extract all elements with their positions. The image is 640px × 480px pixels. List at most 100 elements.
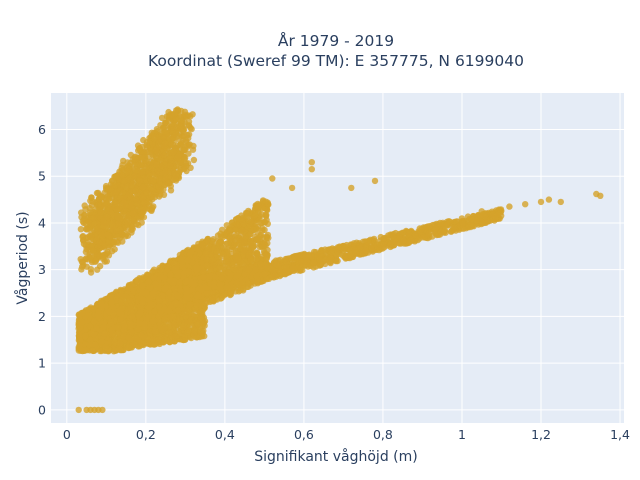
data-point [171,175,179,182]
data-point [181,319,189,326]
data-point [161,324,168,331]
data-point [166,277,173,284]
data-point [129,223,136,231]
data-point [155,303,163,310]
data-point [136,320,143,327]
data-point [96,262,104,270]
data-point [131,172,138,179]
data-point [76,337,84,344]
data-point [79,233,86,241]
data-point [96,239,103,246]
data-point [139,299,146,306]
data-point [124,168,131,175]
data-point [174,307,182,314]
data-point [193,334,200,341]
data-point [247,256,255,264]
data-point [172,129,180,136]
data-point [108,299,115,306]
data-point [244,213,251,221]
data-point [128,199,136,207]
data-point [131,166,139,173]
data-point [143,289,150,296]
data-point [79,263,86,270]
data-point [132,334,139,342]
data-point [222,257,229,265]
data-point [177,117,185,124]
data-point [261,218,268,226]
data-point [79,218,87,225]
data-point [90,331,97,338]
data-point [132,187,139,195]
data-point [250,226,257,233]
data-point [194,321,201,328]
data-point [78,258,86,265]
data-point [181,156,188,163]
data-point [152,147,160,154]
data-point [197,328,204,336]
data-point [181,334,188,341]
data-point [178,107,185,115]
data-point [171,333,179,340]
data-point [149,318,156,325]
data-point [161,285,168,292]
data-point [147,300,154,307]
chart-title-line1: År 1979 - 2019 [278,31,394,50]
data-point [215,264,222,272]
grid-lines [51,93,624,423]
data-point [93,225,101,232]
data-point [137,162,145,169]
data-points [75,106,604,414]
data-point [152,153,160,161]
data-point [181,146,189,153]
data-point [190,142,197,150]
data-point [155,338,162,346]
data-point [175,153,182,160]
data-point [113,206,121,213]
data-point [256,243,263,251]
data-point [193,301,200,309]
data-point [170,149,177,156]
data-point [135,221,142,229]
data-point [265,234,272,242]
data-point [120,333,127,340]
data-point [107,185,115,192]
data-point [176,124,184,131]
chart-title-line2: Koordinat (Sweref 99 TM): E 357775, N 61… [148,52,524,70]
data-point [193,266,200,273]
data-point [128,312,136,320]
data-point [161,316,168,323]
data-point [87,266,95,273]
data-point [93,189,101,197]
data-point [138,169,145,176]
data-point [174,272,181,279]
data-point [247,239,254,247]
data-point [160,151,168,159]
data-point [240,221,247,228]
data-point [166,162,174,169]
data-point [82,248,90,256]
data-point [137,331,145,338]
data-point [238,226,246,234]
data-point [209,297,216,304]
data-point [253,202,260,210]
data-point [117,286,124,294]
data-point [240,247,247,254]
data-point [152,280,159,288]
data-point [91,341,99,348]
data-point [114,324,122,331]
data-point [209,256,216,263]
data-point [114,233,122,240]
data-point [156,297,163,304]
data-point [183,308,191,315]
data-point [197,314,205,321]
data-point [98,193,106,201]
data-point [172,119,179,127]
data-point [82,332,89,339]
data-point [184,256,192,264]
data-point [202,250,209,257]
data-point [126,297,133,304]
data-point [116,346,123,353]
data-point [170,321,178,328]
data-point [264,246,271,254]
